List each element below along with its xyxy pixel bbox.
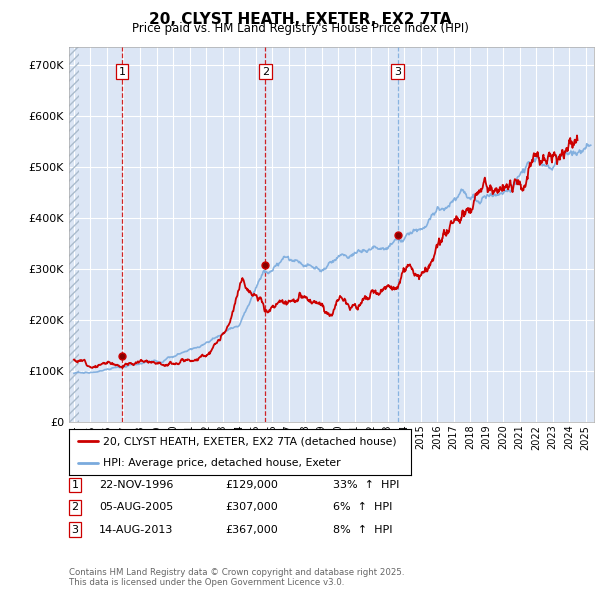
Bar <box>69 47 79 422</box>
Text: 6%  ↑  HPI: 6% ↑ HPI <box>333 503 392 512</box>
Text: 33%  ↑  HPI: 33% ↑ HPI <box>333 480 400 490</box>
Text: 2: 2 <box>262 67 269 77</box>
Text: 1: 1 <box>118 67 125 77</box>
Text: 1: 1 <box>71 480 79 490</box>
Text: 3: 3 <box>394 67 401 77</box>
Text: £129,000: £129,000 <box>225 480 278 490</box>
Text: 20, CLYST HEATH, EXETER, EX2 7TA: 20, CLYST HEATH, EXETER, EX2 7TA <box>149 12 451 27</box>
Text: £307,000: £307,000 <box>225 503 278 512</box>
Text: 20, CLYST HEATH, EXETER, EX2 7TA (detached house): 20, CLYST HEATH, EXETER, EX2 7TA (detach… <box>103 437 397 447</box>
Text: £367,000: £367,000 <box>225 525 278 535</box>
Text: Price paid vs. HM Land Registry's House Price Index (HPI): Price paid vs. HM Land Registry's House … <box>131 22 469 35</box>
Text: 14-AUG-2013: 14-AUG-2013 <box>99 525 173 535</box>
Text: 8%  ↑  HPI: 8% ↑ HPI <box>333 525 392 535</box>
Text: Contains HM Land Registry data © Crown copyright and database right 2025.
This d: Contains HM Land Registry data © Crown c… <box>69 568 404 587</box>
Text: 3: 3 <box>71 525 79 535</box>
Text: 22-NOV-1996: 22-NOV-1996 <box>99 480 173 490</box>
Text: 05-AUG-2005: 05-AUG-2005 <box>99 503 173 512</box>
Text: HPI: Average price, detached house, Exeter: HPI: Average price, detached house, Exet… <box>103 457 341 467</box>
Text: 2: 2 <box>71 503 79 512</box>
